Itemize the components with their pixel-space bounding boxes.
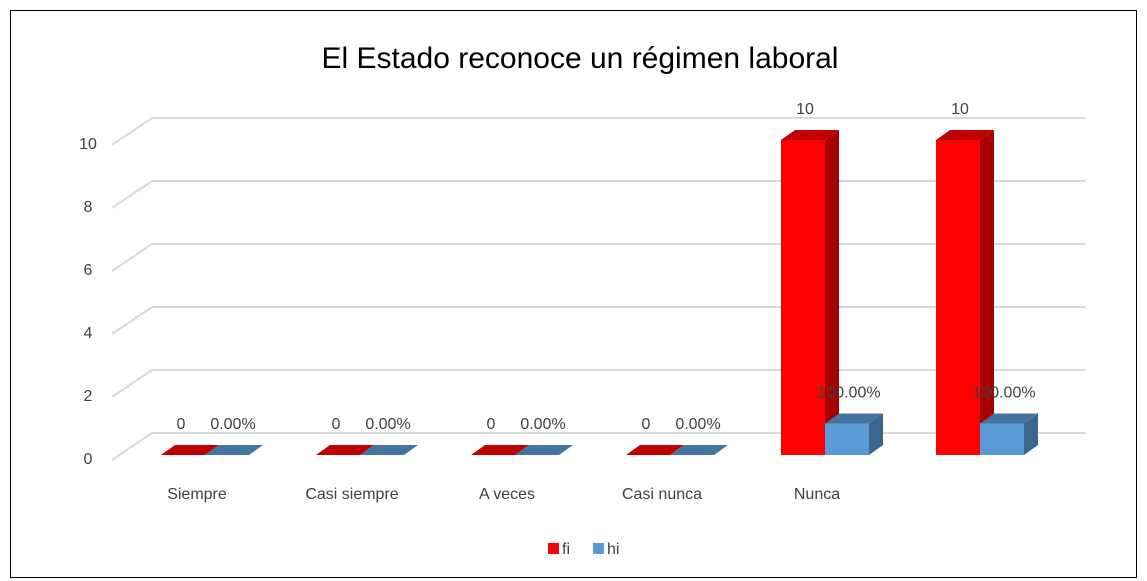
data-label: 100.00% xyxy=(972,385,1035,402)
data-label: 0 xyxy=(642,416,651,433)
data-label: 0 xyxy=(332,416,341,433)
bar xyxy=(670,445,728,455)
grid-line xyxy=(111,306,1085,335)
x-tick-label: Casi siempre xyxy=(305,486,398,503)
y-tick-label: 4 xyxy=(84,325,93,342)
chart-title: El Estado reconoce un régimen laboral xyxy=(322,42,839,75)
bar-top xyxy=(205,445,263,455)
bar-front xyxy=(825,423,869,455)
bar-top xyxy=(936,130,994,140)
bar-top xyxy=(825,413,883,424)
legend-label: fi xyxy=(562,541,570,558)
data-label: 0 xyxy=(487,416,496,433)
bar-top xyxy=(515,445,573,455)
x-tick-label: Siempre xyxy=(167,486,227,503)
bar-top xyxy=(670,445,728,455)
bar xyxy=(515,445,573,455)
grid-line xyxy=(111,117,1085,146)
bar xyxy=(316,445,374,455)
bar xyxy=(471,445,529,455)
legend-swatch xyxy=(593,543,604,554)
bar-front xyxy=(781,140,825,455)
data-label: 10 xyxy=(951,101,969,118)
legend-swatch xyxy=(548,543,559,554)
bar xyxy=(825,413,883,455)
data-label: 0 xyxy=(177,416,186,433)
bar-top xyxy=(471,445,529,455)
legend-label: hi xyxy=(607,541,619,558)
bar-top xyxy=(980,413,1038,424)
y-tick-label: 8 xyxy=(84,199,93,216)
data-label: 10 xyxy=(796,101,814,118)
y-tick-label: 10 xyxy=(79,136,97,153)
grid-line xyxy=(111,180,1085,209)
bar xyxy=(360,445,418,455)
bar-top xyxy=(781,130,839,140)
data-label: 0.00% xyxy=(520,416,565,433)
bar-front xyxy=(980,423,1024,455)
bar xyxy=(205,445,263,455)
x-tick-label: A veces xyxy=(479,486,535,503)
bar xyxy=(936,130,994,455)
bar-top xyxy=(626,445,684,455)
data-label: 0.00% xyxy=(365,416,410,433)
data-label: 0.00% xyxy=(675,416,720,433)
bar xyxy=(781,130,839,455)
bar-side xyxy=(825,130,839,455)
bar-top xyxy=(316,445,374,455)
bar xyxy=(161,445,219,455)
bar-front xyxy=(936,140,980,455)
y-tick-label: 6 xyxy=(84,262,93,279)
bar-side xyxy=(1024,413,1038,455)
data-label: 0.00% xyxy=(210,416,255,433)
grid-line xyxy=(111,369,1085,398)
bar-side xyxy=(980,130,994,455)
grid-line xyxy=(111,243,1085,272)
data-label: 100.00% xyxy=(817,385,880,402)
x-tick-label: Nunca xyxy=(794,486,840,503)
y-tick-label: 2 xyxy=(84,388,93,405)
y-tick-label: 0 xyxy=(84,451,93,468)
bar-top xyxy=(161,445,219,455)
bar-side xyxy=(869,413,883,455)
bar-top xyxy=(360,445,418,455)
bar xyxy=(626,445,684,455)
x-tick-label: Casi nunca xyxy=(622,486,702,503)
bar xyxy=(980,413,1038,455)
grid-line xyxy=(111,432,1085,461)
